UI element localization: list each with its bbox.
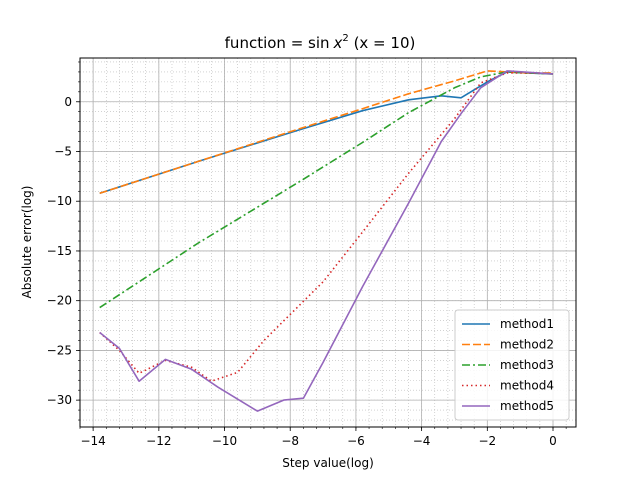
x-tick-label: −14 bbox=[80, 434, 105, 448]
y-tick-label: −5 bbox=[54, 144, 72, 158]
y-tick-label: −25 bbox=[47, 343, 72, 357]
y-axis-ticks: −30 −25 −20 −15 −10 −5 0 bbox=[47, 61, 80, 421]
legend-label-method4: method4 bbox=[500, 379, 554, 393]
y-tick-label: −10 bbox=[47, 194, 72, 208]
x-axis-label: Step value(log) bbox=[282, 456, 374, 470]
legend-label-method2: method2 bbox=[500, 338, 554, 352]
chart-title-superscript: 2 bbox=[342, 33, 348, 44]
y-tick-label: −15 bbox=[47, 244, 72, 258]
x-tick-label: −4 bbox=[413, 434, 431, 448]
x-axis-ticks: −14 −12 −10 −8 −6 −4 −2 0 bbox=[79, 427, 567, 448]
chart-title-prefix: function = sin bbox=[225, 34, 330, 52]
legend-box bbox=[454, 309, 570, 421]
x-tick-label: −6 bbox=[347, 434, 365, 448]
y-tick-label: −30 bbox=[47, 393, 72, 407]
x-tick-label: −10 bbox=[212, 434, 237, 448]
legend: method1 method2 method3 method4 method5 bbox=[454, 309, 570, 421]
x-tick-label: −8 bbox=[281, 434, 299, 448]
y-axis-label: Absolute error(log) bbox=[20, 186, 34, 299]
legend-label-method1: method1 bbox=[500, 317, 554, 331]
series-line-method5 bbox=[99, 70, 554, 412]
y-tick-label: −20 bbox=[47, 294, 72, 308]
series-line-method4 bbox=[99, 72, 554, 383]
series-layer bbox=[99, 70, 554, 412]
x-tick-label: 0 bbox=[549, 434, 557, 448]
legend-label-method3: method3 bbox=[500, 358, 554, 372]
legend-label-method5: method5 bbox=[500, 399, 554, 413]
chart-title-variable: x bbox=[333, 34, 343, 52]
chart-title-suffix: (x = 10) bbox=[349, 34, 416, 52]
chart-title: function = sin x2 (x = 10) bbox=[225, 33, 416, 52]
plot-frame bbox=[79, 57, 577, 428]
x-tick-label: −2 bbox=[478, 434, 496, 448]
y-tick-label: 0 bbox=[64, 95, 72, 109]
x-tick-label: −12 bbox=[146, 434, 171, 448]
